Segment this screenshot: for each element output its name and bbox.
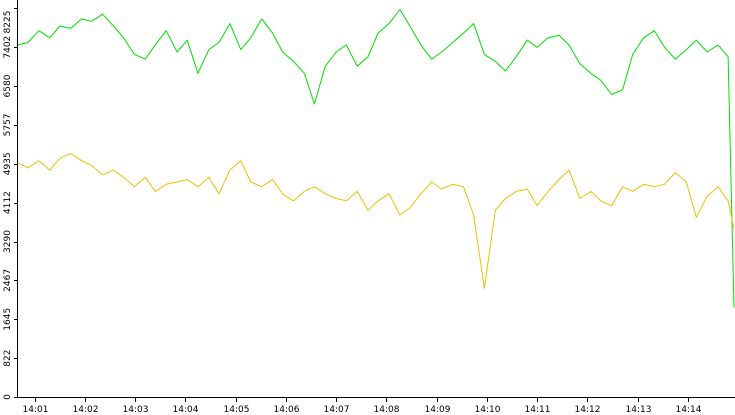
y-axis-ticks: 0 822 1645 2467 3290 4112 4935 5757 6580 7402 8225: [3, 8, 18, 400]
x-tick-label: 14:09: [425, 405, 451, 415]
y-tick-label: 0: [3, 394, 13, 400]
x-tick-label: 14:13: [626, 405, 652, 415]
x-tick-label: 14:03: [123, 405, 149, 415]
series-line-1: [17, 9, 735, 308]
y-tick-label: 7402: [3, 36, 13, 59]
x-tick-label: 14:10: [475, 405, 501, 415]
x-tick-label: 14:14: [676, 405, 702, 415]
y-tick-label: 6580: [3, 74, 13, 97]
x-axis-ticks: 14:01 14:02 14:03 14:04 14:05 14:06 14:07 14:08…: [23, 397, 702, 415]
x-tick-label: 14:12: [575, 405, 601, 415]
y-tick-label: 3290: [3, 230, 13, 253]
y-tick-label: 4112: [3, 191, 13, 214]
x-tick-label: 14:07: [324, 405, 350, 415]
x-tick-label: 14:04: [173, 405, 199, 415]
y-tick-label: 5757: [3, 113, 13, 136]
y-tick-label: 822: [3, 350, 13, 367]
y-tick-label: 1645: [3, 308, 13, 331]
series-lines: [17, 9, 735, 308]
x-tick-label: 14:06: [274, 405, 300, 415]
y-tick-label: 4935: [3, 152, 13, 175]
x-tick-label: 14:05: [224, 405, 250, 415]
y-tick-label: 2467: [3, 269, 13, 292]
x-tick-label: 14:08: [374, 405, 400, 415]
y-tick-label: 8225: [3, 11, 13, 34]
series-line-2: [17, 153, 735, 289]
x-tick-label: 14:11: [525, 405, 551, 415]
x-tick-label: 14:01: [23, 405, 49, 415]
x-tick-label: 14:02: [73, 405, 99, 415]
